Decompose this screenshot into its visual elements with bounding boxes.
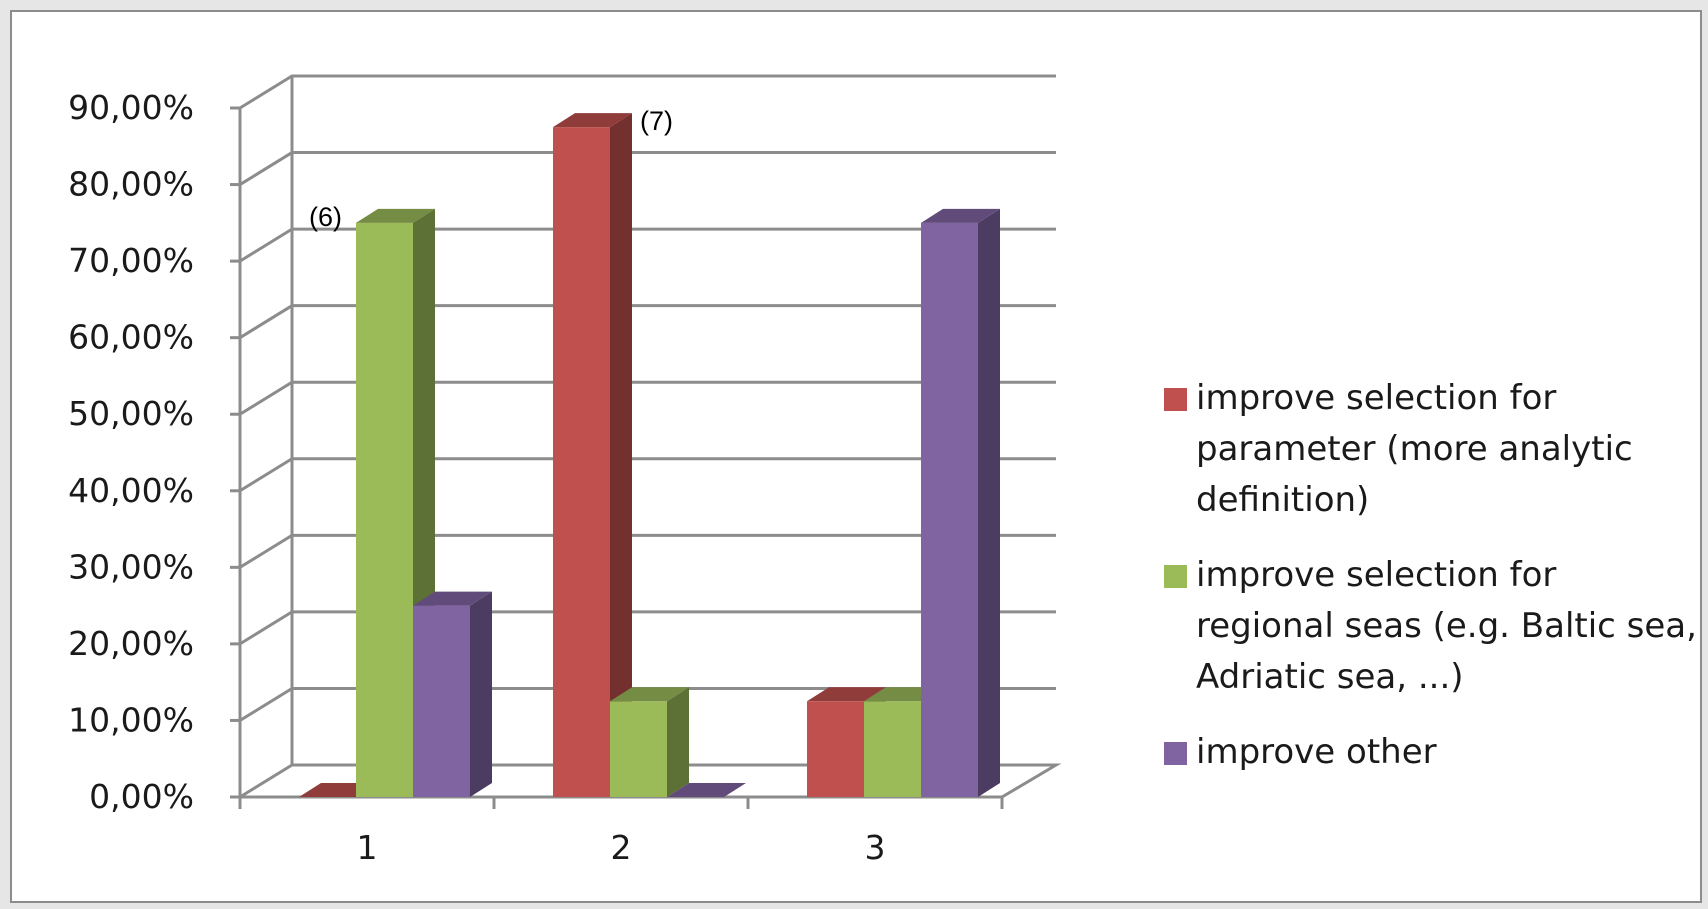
bar-front: [807, 701, 864, 797]
legend-item-regional-seas: improve selection for regional seas (e.g…: [1164, 550, 1704, 703]
y-tick-label: 40,00%: [68, 471, 194, 510]
bar-top: [921, 208, 1000, 223]
bar-side: [610, 113, 632, 797]
gridline: [239, 151, 1056, 186]
y-tick-label: 50,00%: [68, 394, 194, 433]
legend-label: improve selection for parameter (more an…: [1196, 378, 1633, 520]
bar-front: [413, 605, 470, 797]
bar-top: [356, 208, 435, 223]
y-tick-label: 70,00%: [68, 241, 194, 280]
bar-top: [667, 783, 746, 797]
y-tick-label: 90,00%: [68, 88, 194, 127]
bar-front: [610, 701, 667, 797]
bar-top: [610, 687, 689, 702]
legend-label: improve selection for regional seas (e.g…: [1196, 555, 1697, 697]
legend-swatch-green: [1164, 565, 1187, 588]
bar: [921, 208, 1000, 798]
bar-front: [356, 222, 413, 798]
bar-top: [413, 591, 492, 606]
bar: [610, 687, 689, 797]
bar-front: [864, 701, 921, 797]
data-annotation: (6): [309, 202, 342, 232]
y-tick-label: 20,00%: [68, 624, 194, 663]
legend-label: improve other: [1196, 732, 1437, 772]
gridline: [239, 74, 1056, 110]
legend-item-other: improve other: [1164, 727, 1704, 778]
legend-swatch-purple: [1164, 742, 1187, 765]
bar-top: [553, 113, 632, 128]
bar: [667, 783, 746, 797]
y-tick-label: 60,00%: [68, 318, 194, 357]
bar: [413, 591, 492, 797]
x-tick-label: 2: [611, 828, 632, 867]
bar-front: [553, 127, 610, 797]
bar-front: [921, 222, 978, 798]
bar-side: [667, 687, 689, 797]
bar-side: [978, 208, 1000, 798]
legend-swatch-red: [1164, 388, 1187, 411]
chart-legend: improve selection for parameter (more an…: [1164, 373, 1704, 802]
y-tick-label: 80,00%: [68, 165, 194, 204]
legend-item-parameter: improve selection for parameter (more an…: [1164, 373, 1704, 526]
data-annotation: (7): [640, 106, 673, 136]
x-tick-label: 1: [357, 828, 378, 867]
y-tick-label: 30,00%: [68, 547, 194, 586]
y-tick-label: 10,00%: [68, 700, 194, 739]
bar-side: [470, 591, 492, 797]
bar-top: [807, 687, 886, 702]
bar: [553, 113, 632, 797]
y-tick-label: 0,00%: [89, 777, 194, 816]
x-tick-label: 3: [865, 828, 886, 867]
